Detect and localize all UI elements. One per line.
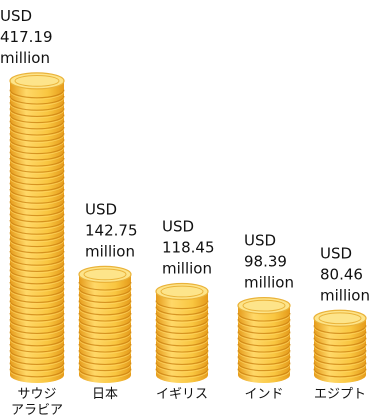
data-label: USD — [162, 217, 194, 235]
coin-stack-bar — [313, 309, 367, 383]
category-label: イギリス — [156, 387, 208, 402]
data-label: 118.45 — [162, 238, 215, 256]
data-label: million — [244, 274, 294, 292]
data-label: million — [85, 242, 135, 260]
data-label: 142.75 — [85, 221, 138, 239]
data-label: 417.19 — [0, 28, 53, 46]
category-label: インド — [244, 387, 283, 402]
data-label: 80.46 — [320, 265, 363, 283]
data-label: million — [320, 286, 370, 304]
coin-stack-bar — [155, 282, 209, 383]
category-label: エジプト — [314, 387, 366, 402]
data-label: 98.39 — [244, 253, 287, 271]
data-label: USD — [244, 232, 276, 250]
category-label: アラビア — [11, 403, 63, 417]
data-label: million — [162, 259, 212, 277]
coin-stack-bar — [9, 72, 65, 383]
data-label: USD — [0, 7, 32, 25]
coin-stack-bar — [237, 297, 291, 383]
data-label: million — [0, 49, 50, 67]
coin-stack-bar — [78, 265, 132, 383]
data-label: USD — [85, 200, 117, 218]
category-label: 日本 — [92, 387, 118, 402]
data-label: USD — [320, 244, 352, 262]
category-label: サウジ — [17, 387, 56, 402]
